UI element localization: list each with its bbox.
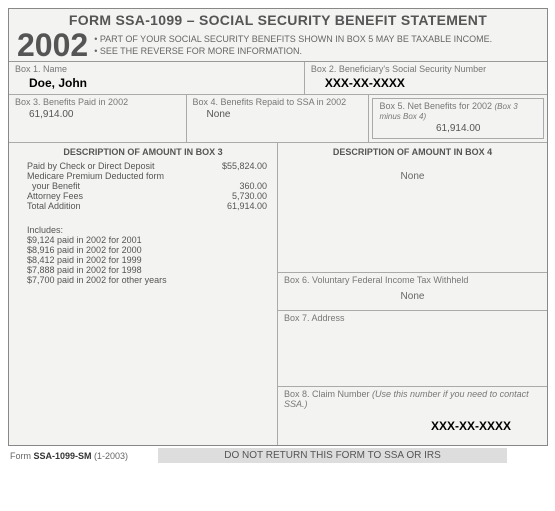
- detail-label: Paid by Check or Direct Deposit: [27, 161, 197, 171]
- detail-value: [197, 171, 267, 181]
- detail-label: Medicare Premium Deducted form: [27, 171, 197, 181]
- desc-4-value: None: [278, 161, 547, 272]
- box-6: Box 6. Voluntary Federal Income Tax With…: [278, 272, 547, 310]
- detail-value: 61,914.00: [197, 201, 267, 211]
- tax-year: 2002: [9, 29, 94, 61]
- box-6-value: None: [284, 285, 541, 308]
- detail-value: 5,730.00: [197, 191, 267, 201]
- box-2: Box 2. Beneficiary's Social Security Num…: [305, 62, 547, 95]
- form-id: Form SSA-1099-SM (1-2003): [8, 451, 128, 461]
- includes-line: $8,412 paid in 2002 for 1999: [27, 255, 277, 265]
- row-boxes-1-2: Box 1. Name Doe, John Box 2. Beneficiary…: [9, 62, 547, 95]
- box-1-value: Doe, John: [15, 74, 298, 90]
- note-taxable: • PART OF YOUR SOCIAL SECURITY BENEFITS …: [94, 33, 492, 45]
- box-2-label: Box 2. Beneficiary's Social Security Num…: [311, 64, 541, 74]
- box-6-label: Box 6. Voluntary Federal Income Tax With…: [284, 275, 541, 285]
- box-5-wrap: Box 5. Net Benefits for 2002 (Box 3 minu…: [369, 95, 547, 143]
- left-column: DESCRIPTION OF AMOUNT IN BOX 3 Paid by C…: [9, 143, 278, 445]
- footer-notice: DO NOT RETURN THIS FORM TO SSA OR IRS: [158, 448, 507, 463]
- desc-3-head: DESCRIPTION OF AMOUNT IN BOX 3: [9, 143, 277, 161]
- detail-label: Total Addition: [27, 201, 197, 211]
- includes-line: $7,888 paid in 2002 for 1998: [27, 265, 277, 275]
- box-8: Box 8. Claim Number (Use this number if …: [278, 386, 547, 445]
- includes-list: $9,124 paid in 2002 for 2001$8,916 paid …: [27, 235, 277, 285]
- box-8-label-text: Box 8. Claim Number: [284, 389, 372, 399]
- includes-block: Includes: $9,124 paid in 2002 for 2001$8…: [9, 211, 277, 285]
- detail-line: your Benefit360.00: [27, 181, 267, 191]
- box-4-label: Box 4. Benefits Repaid to SSA in 2002: [193, 97, 363, 107]
- box-5-label-text: Box 5. Net Benefits for 2002: [379, 101, 494, 111]
- right-column: DESCRIPTION OF AMOUNT IN BOX 4 None Box …: [278, 143, 547, 445]
- box-3: Box 3. Benefits Paid in 2002 61,914.00: [9, 95, 187, 143]
- detail-line: Attorney Fees5,730.00: [27, 191, 267, 201]
- box-8-value: XXX-XX-XXXX: [284, 409, 541, 443]
- form-id-suffix: (1-2003): [92, 451, 129, 461]
- detail-value: $55,824.00: [197, 161, 267, 171]
- includes-line: $8,916 paid in 2002 for 2000: [27, 245, 277, 255]
- header-notes: • PART OF YOUR SOCIAL SECURITY BENEFITS …: [94, 30, 492, 60]
- includes-head: Includes:: [27, 225, 277, 235]
- form-title: FORM SSA-1099 – SOCIAL SECURITY BENEFIT …: [9, 9, 547, 29]
- main-area: DESCRIPTION OF AMOUNT IN BOX 3 Paid by C…: [9, 143, 547, 445]
- desc-4-head: DESCRIPTION OF AMOUNT IN BOX 4: [278, 143, 547, 161]
- box-3-value: 61,914.00: [15, 107, 180, 120]
- detail-line: Total Addition61,914.00: [27, 201, 267, 211]
- row-boxes-3-4-5: Box 3. Benefits Paid in 2002 61,914.00 B…: [9, 95, 547, 143]
- box-1: Box 1. Name Doe, John: [9, 62, 305, 95]
- includes-line: $7,700 paid in 2002 for other years: [27, 275, 277, 285]
- form-id-bold: SSA-1099-SM: [34, 451, 92, 461]
- box-7: Box 7. Address: [278, 310, 547, 386]
- detail-line: Paid by Check or Direct Deposit$55,824.0…: [27, 161, 267, 171]
- box-4: Box 4. Benefits Repaid to SSA in 2002 No…: [187, 95, 370, 143]
- header-row: 2002 • PART OF YOUR SOCIAL SECURITY BENE…: [9, 29, 547, 62]
- detail-line: Medicare Premium Deducted form: [27, 171, 267, 181]
- includes-line: $9,124 paid in 2002 for 2001: [27, 235, 277, 245]
- box-5-label: Box 5. Net Benefits for 2002 (Box 3 minu…: [379, 101, 537, 121]
- form-id-prefix: Form: [10, 451, 34, 461]
- ssa-1099-form: FORM SSA-1099 – SOCIAL SECURITY BENEFIT …: [8, 8, 548, 446]
- footer: Form SSA-1099-SM (1-2003) DO NOT RETURN …: [8, 446, 547, 465]
- box-1-label: Box 1. Name: [15, 64, 298, 74]
- detail-label: Attorney Fees: [27, 191, 197, 201]
- detail-value: 360.00: [197, 181, 267, 191]
- box-5: Box 5. Net Benefits for 2002 (Box 3 minu…: [372, 98, 544, 139]
- desc-3-lines: Paid by Check or Direct Deposit$55,824.0…: [9, 161, 277, 211]
- box-3-label: Box 3. Benefits Paid in 2002: [15, 97, 180, 107]
- note-reverse: • SEE THE REVERSE FOR MORE INFORMATION.: [94, 45, 492, 57]
- detail-label: your Benefit: [27, 181, 197, 191]
- box-4-value: None: [193, 107, 363, 120]
- box-2-value: XXX-XX-XXXX: [311, 74, 541, 90]
- box-7-label: Box 7. Address: [284, 313, 541, 323]
- box-8-label: Box 8. Claim Number (Use this number if …: [284, 389, 541, 409]
- box-5-value: 61,914.00: [379, 121, 537, 134]
